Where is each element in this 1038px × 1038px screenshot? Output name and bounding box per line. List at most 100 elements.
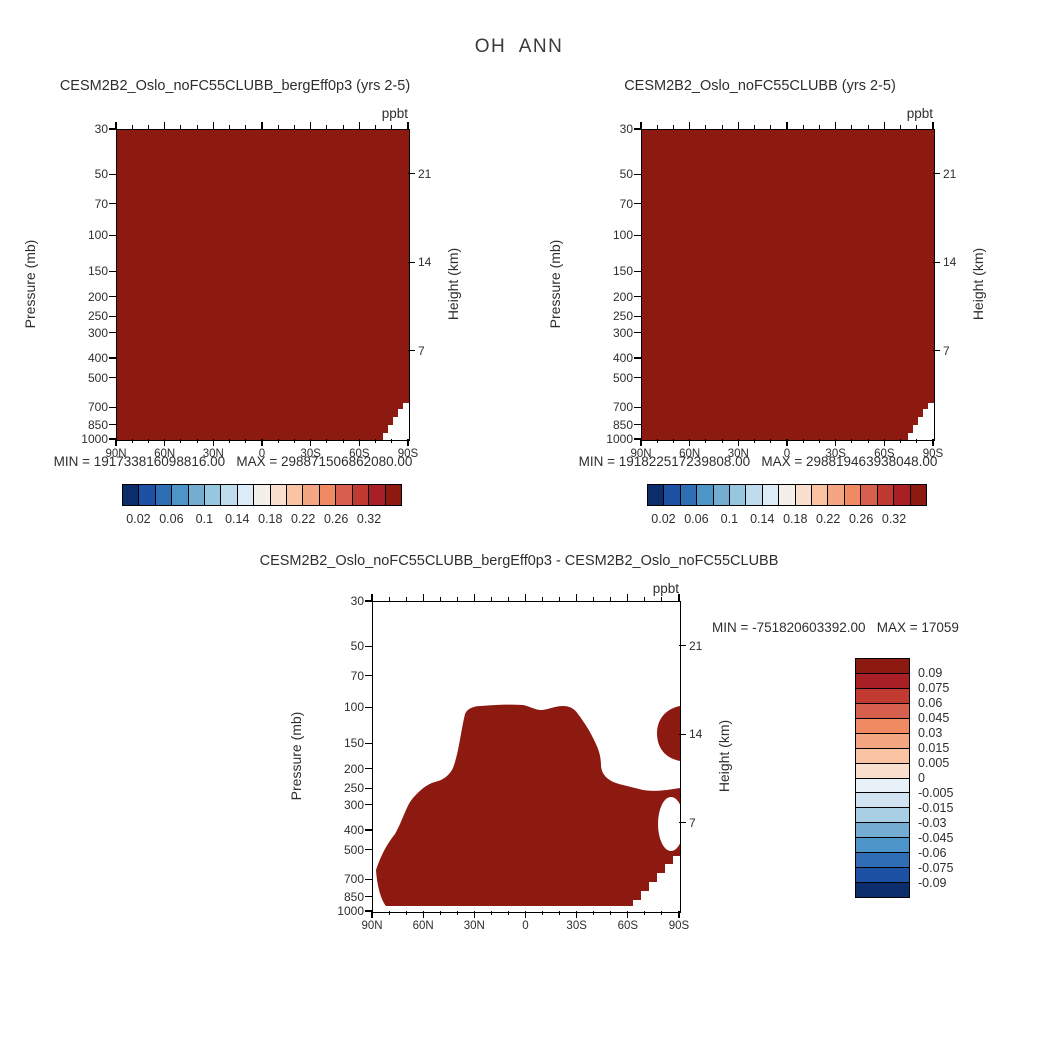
colorbar-tick-label: 0.06: [684, 512, 709, 526]
colorbar-cell: [648, 485, 664, 505]
colorbar-cell: [856, 659, 909, 673]
lat-minor-tick-bottom: [342, 439, 344, 443]
lat-minor-tick-top: [916, 125, 918, 129]
lat-major-tick-top: [627, 594, 629, 601]
lat-minor-tick-top: [375, 125, 377, 129]
height-tick: [933, 349, 940, 352]
pressure-tick-label: 50: [350, 639, 364, 654]
lat-major-tick-bottom: [358, 439, 360, 446]
lat-minor-tick-bottom: [405, 911, 407, 915]
lat-major-tick-bottom: [689, 439, 691, 446]
pressure-tick-label: 300: [343, 797, 364, 812]
colorbar-cell: [761, 485, 779, 505]
pressure-tick-label: 70: [350, 668, 364, 683]
colorbar-cell: [827, 485, 844, 505]
colorbar: [855, 658, 910, 898]
colorbar-cell: [123, 485, 139, 505]
pressure-tick-label: 250: [612, 309, 633, 324]
colorbar-cell: [318, 485, 336, 505]
lat-major-tick-top: [164, 122, 166, 129]
lat-minor-tick-top: [147, 125, 149, 129]
pressure-tick-label: 1000: [606, 432, 633, 446]
colorbar-tick-label: 0.075: [918, 681, 950, 695]
pressure-tick-label: 500: [87, 370, 108, 385]
colorbar-tick-label: 0.045: [918, 711, 950, 725]
lat-tick-label: 90N: [361, 920, 383, 932]
pressure-tick: [365, 878, 372, 881]
pressure-tick-label: 30: [350, 594, 364, 608]
colorbar-cell: [236, 485, 254, 505]
lat-minor-tick-bottom: [456, 911, 458, 915]
lat-major-tick-bottom: [835, 439, 837, 446]
minmax-label: MIN = 191733816098816.00 MAX = 298871506…: [53, 454, 413, 469]
colorbar-cell: [909, 485, 926, 505]
lat-major-tick-top: [261, 122, 263, 129]
pressure-tick: [365, 896, 372, 898]
panel-title: CESM2B2_Oslo_noFC55CLUBB_bergEff0p3 (yrs…: [59, 78, 411, 94]
colorbar-cell: [856, 867, 909, 883]
pressure-tick-label: 70: [619, 196, 633, 211]
pressure-tick: [634, 357, 641, 359]
lat-minor-tick-bottom: [507, 911, 509, 915]
lat-tick-label: 0: [522, 920, 529, 932]
lat-minor-tick-bottom: [391, 439, 393, 443]
pressure-tick-label: 150: [343, 736, 364, 751]
lat-minor-tick-bottom: [196, 439, 198, 443]
pressure-tick-label: 200: [87, 289, 108, 304]
height-tick: [933, 261, 940, 263]
colorbar-cell: [663, 485, 680, 505]
lat-minor-tick-bottom: [721, 439, 723, 443]
colorbar-tick-label: -0.09: [918, 876, 947, 890]
lat-minor-tick-bottom: [293, 439, 295, 443]
lat-minor-tick-bottom: [131, 439, 133, 443]
lat-minor-tick-bottom: [229, 439, 231, 443]
pressure-tick: [109, 406, 116, 409]
pressure-tick: [634, 128, 641, 130]
lat-minor-tick-top: [245, 125, 247, 129]
pressure-tick: [109, 270, 116, 272]
colorbar-cell: [856, 717, 909, 733]
lat-major-tick-bottom: [640, 439, 642, 446]
diff-positive-region: [376, 704, 680, 906]
lat-minor-tick-top: [131, 125, 133, 129]
contour-plot: [642, 130, 934, 440]
colorbar-cell: [220, 485, 237, 505]
lat-minor-tick-bottom: [610, 911, 612, 915]
lat-tick-label: 60S: [349, 448, 370, 460]
pressure-tick-label: 850: [343, 889, 364, 904]
colorbar-cell: [856, 822, 909, 838]
height-tick: [408, 349, 415, 352]
lat-major-tick-top: [358, 122, 360, 129]
height-tick: [679, 645, 686, 647]
pressure-tick-label: 100: [612, 228, 633, 243]
pressure-tick: [365, 645, 372, 647]
colorbar-tick-label: -0.075: [918, 861, 954, 875]
pressure-tick: [109, 357, 116, 359]
colorbar-cell: [204, 485, 221, 505]
pressure-tick-label: 1000: [81, 432, 108, 446]
pressure-tick-label: 70: [94, 196, 108, 211]
panel-difference: CESM2B2_Oslo_noFC55CLUBB_bergEff0p3 - CE…: [0, 548, 1038, 948]
pressure-tick: [365, 829, 372, 831]
plot-area: [372, 601, 681, 913]
pressure-tick-label: 30: [94, 122, 108, 136]
lat-minor-tick-bottom: [593, 911, 595, 915]
colorbar-tick-label: 0: [918, 771, 925, 785]
pressure-tick: [365, 849, 372, 851]
figure-title: OH ANN: [474, 36, 564, 57]
colorbar-tick-label: 0.14: [225, 512, 250, 526]
pressure-tick: [634, 234, 641, 237]
lat-minor-tick-bottom: [672, 439, 674, 443]
lat-major-tick-top: [422, 594, 424, 601]
colorbar-tick-label: 0.09: [918, 666, 943, 680]
lat-major-tick-top: [310, 122, 312, 129]
lat-tick-label: 60N: [154, 448, 176, 460]
colorbar-cell: [856, 807, 909, 823]
lat-minor-tick-bottom: [326, 439, 328, 443]
colorbar-tick-label: 0.005: [918, 756, 950, 770]
colorbar-cell: [187, 485, 205, 505]
pressure-tick: [634, 296, 641, 298]
colorbar-cell: [856, 672, 909, 688]
lat-tick-label: 30S: [300, 448, 321, 460]
lat-tick-label: 60N: [412, 920, 434, 932]
